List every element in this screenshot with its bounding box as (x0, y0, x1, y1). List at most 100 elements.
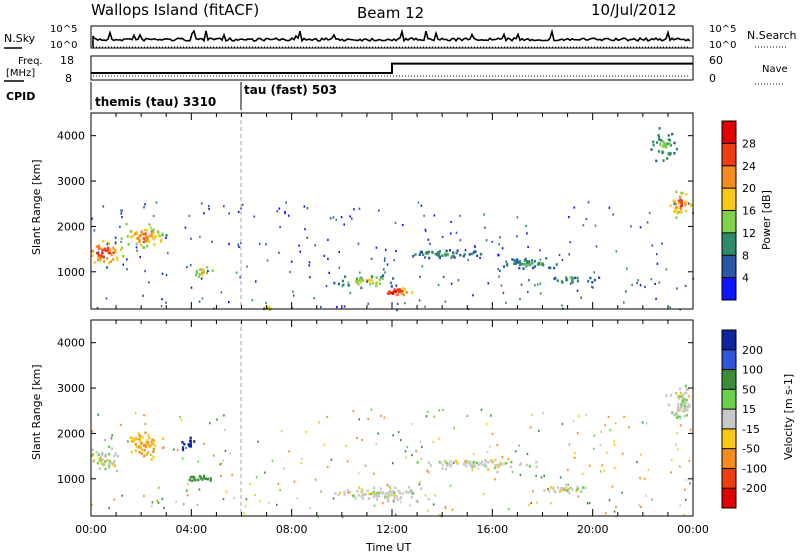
data-cell (685, 413, 689, 417)
ytick-label: 3000 (57, 175, 85, 188)
noise-cell (116, 469, 118, 472)
noise-cell (265, 301, 267, 305)
noise-cell (288, 450, 290, 453)
data-cell (149, 444, 152, 448)
data-cell (683, 391, 686, 395)
data-cell (386, 492, 389, 495)
data-cell (386, 292, 389, 295)
noise-cell (245, 498, 248, 501)
noise-cell (501, 456, 504, 459)
data-cell (552, 487, 555, 491)
noise-cell (656, 262, 659, 265)
data-cell (139, 445, 142, 448)
data-cell (665, 394, 668, 397)
data-cell (456, 249, 459, 252)
noise-cell (582, 224, 585, 227)
data-cell (569, 276, 572, 280)
data-cell (388, 292, 391, 295)
noise-cell (528, 260, 531, 263)
noise-cell (687, 202, 690, 205)
data-cell (193, 476, 196, 479)
noise-cell (373, 504, 376, 507)
data-cell (456, 461, 459, 464)
data-cell (357, 279, 360, 283)
noise-cell (326, 465, 329, 468)
noise-cell (338, 250, 340, 254)
noise-cell (318, 421, 320, 424)
data-cell (129, 229, 133, 233)
data-cell (575, 489, 578, 493)
colorbar-tick-label: -50 (742, 443, 760, 456)
noise-cell (561, 422, 564, 426)
noise-cell (231, 473, 233, 476)
data-cell (679, 199, 682, 202)
data-cell (565, 276, 568, 279)
data-cell (519, 462, 523, 465)
noise-cell (175, 500, 177, 503)
data-cell (368, 492, 371, 496)
noise-cell (637, 279, 639, 282)
colorbar-tick-label: 12 (742, 227, 756, 240)
noise-cell (484, 226, 486, 229)
data-cell (687, 403, 690, 406)
nsearch-tick-top: 10^5 (709, 24, 736, 35)
noise-cell (485, 239, 488, 242)
data-cell (133, 439, 136, 442)
noise-cell (361, 439, 363, 442)
data-cell (564, 487, 567, 491)
freq-label: Freq. (18, 56, 43, 67)
noise-cell (615, 505, 617, 509)
velocity-colorbar-label: Velocity [m s-1] (782, 374, 795, 460)
noise-cell (477, 467, 480, 470)
noise-cell (621, 491, 623, 494)
ytick-label: 1000 (57, 266, 85, 279)
colorbar-frame (721, 329, 737, 509)
data-cell (108, 466, 111, 469)
power-yticks: 1000 2000 3000 4000 (57, 130, 693, 279)
noise-cell (438, 409, 441, 412)
noise-cell (358, 418, 360, 421)
noise-cell (304, 228, 306, 231)
noise-cell (459, 214, 461, 217)
power-ylabel: Slant Range [km] (30, 159, 43, 255)
noise-cell (497, 268, 500, 271)
noise-cell (432, 503, 435, 506)
data-cell (205, 271, 208, 275)
data-cell (556, 279, 559, 282)
data-cell (650, 148, 653, 151)
noise-cell (151, 504, 153, 508)
data-cell (679, 195, 682, 199)
noise-cell (419, 441, 422, 444)
data-cell (140, 230, 143, 233)
noise-cell (498, 243, 500, 246)
noise-cell (670, 459, 673, 462)
noise-cell (208, 207, 210, 211)
noise-cell (406, 445, 408, 449)
data-cell (107, 251, 110, 255)
noise-cell (567, 483, 570, 486)
data-cell (110, 447, 113, 450)
data-cell (680, 204, 683, 207)
noise-cell (511, 471, 514, 474)
noise-cell (499, 269, 501, 272)
data-cell (393, 289, 396, 293)
data-cell (378, 282, 381, 286)
noise-cell (505, 260, 507, 263)
data-cell (678, 201, 681, 204)
noise-cell (313, 297, 315, 300)
noise-cell (190, 286, 193, 289)
data-cell (355, 279, 358, 282)
data-cell (103, 460, 107, 463)
data-cell (675, 206, 678, 209)
data-cell (452, 254, 455, 258)
noise-cell (520, 283, 523, 286)
data-cell (133, 232, 136, 236)
noise-cell (257, 440, 259, 443)
data-cell (376, 281, 379, 284)
data-cell (471, 465, 474, 469)
data-cell (101, 248, 104, 252)
data-cell (111, 462, 114, 466)
data-cell (363, 493, 366, 497)
noise-cell (689, 428, 692, 431)
noise-cell (357, 472, 360, 475)
